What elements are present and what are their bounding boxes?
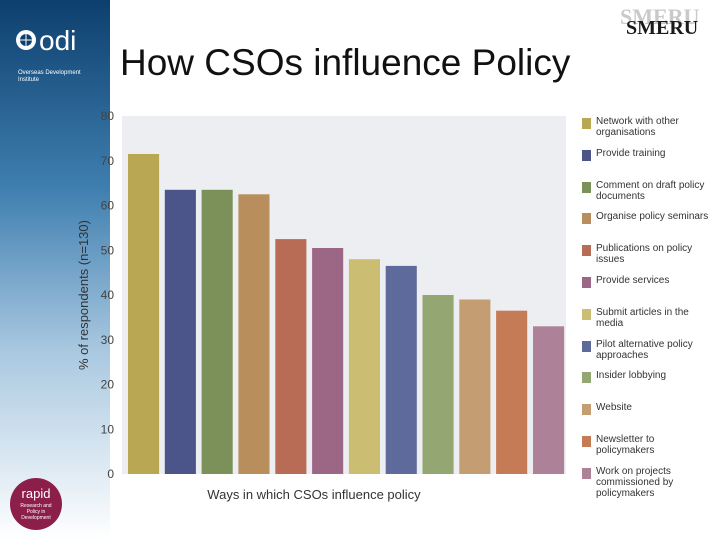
- legend-label: Submit articles in the media: [596, 306, 689, 329]
- y-tick-label: 30: [101, 333, 115, 347]
- smeru-logo-word: SMERU: [626, 17, 699, 39]
- legend-label: Publications on policy issues: [596, 243, 693, 266]
- odi-logo: odi Overseas Development Institute: [12, 18, 98, 88]
- legend-swatch: [582, 245, 591, 257]
- legend-item: Provide training: [576, 146, 712, 178]
- legend-label: Network with other organisations: [596, 116, 679, 138]
- legend-item: Work on projects commissioned by policym…: [576, 464, 712, 499]
- y-tick-label: 60: [101, 199, 115, 213]
- y-tick-label: 0: [107, 467, 114, 481]
- legend-swatch: [582, 340, 591, 352]
- legend-swatch: [582, 213, 591, 225]
- legend-label: Pilot alternative policy approaches: [596, 338, 693, 361]
- rapid-logo-subtitle: Research and Policy in Development: [20, 503, 52, 521]
- bar: [201, 189, 233, 475]
- legend-label: Provide training: [596, 147, 666, 159]
- bar: [459, 299, 491, 474]
- y-tick-label: 40: [101, 288, 115, 302]
- legend-label: Comment on draft policy documents: [596, 179, 705, 202]
- legend-label: Website: [596, 402, 632, 414]
- smeru-logo-shadow: SMERU: [620, 4, 700, 29]
- legend-label: Organise policy seminars: [596, 211, 709, 223]
- bar: [238, 194, 270, 475]
- bars: [128, 154, 565, 475]
- bar-chart: 0 10 20 30 40 50 60 70 80 % of respondents (n=13…: [76, 109, 566, 502]
- y-tick-label: 70: [101, 154, 115, 168]
- legend-swatch: [582, 404, 591, 416]
- bar: [128, 154, 160, 474]
- legend-item: Comment on draft policy documents: [576, 178, 712, 210]
- y-tick-label: 80: [101, 109, 115, 123]
- legend-swatch: [582, 118, 591, 129]
- y-tick-label: 50: [101, 243, 115, 257]
- bar: [348, 259, 380, 474]
- y-tick-label: 10: [101, 422, 115, 436]
- bar: [496, 310, 528, 474]
- legend-swatch: [582, 181, 591, 193]
- legend-swatch: [582, 435, 591, 447]
- rapid-logo: rapid Research and Policy in Development: [10, 478, 62, 530]
- legend-item: Organise policy seminars: [576, 209, 712, 241]
- legend-item: Newsletter to policymakers: [576, 432, 712, 464]
- legend-item: Network with other organisations: [576, 114, 712, 146]
- legend-label: Insider lobbying: [596, 370, 667, 382]
- slide-title: How CSOs influence Policy: [120, 42, 571, 83]
- legend-label: Provide services: [596, 274, 670, 286]
- legend-swatch: [582, 467, 591, 479]
- x-axis-label: Ways in which CSOs influence policy: [207, 487, 421, 502]
- legend-label: Newsletter to policymakers: [596, 433, 655, 456]
- bar: [422, 295, 454, 474]
- smeru-logo: SMERU SMERU: [620, 4, 716, 44]
- bar: [164, 189, 196, 475]
- legend-label: Work on projects commissioned by policym…: [596, 465, 674, 499]
- legend-swatch: [582, 308, 591, 320]
- sidebar-band: odi Overseas Development Institute rapid…: [0, 0, 110, 540]
- bar: [275, 239, 307, 474]
- odi-logo-mark: odi: [16, 25, 76, 56]
- legend-swatch: [582, 276, 591, 288]
- legend-swatch: [582, 372, 591, 384]
- bar: [312, 248, 344, 474]
- bar: [385, 265, 417, 474]
- legend-item: Insider lobbying: [576, 368, 712, 400]
- legend-item: Publications on policy issues: [576, 241, 712, 273]
- odi-logo-word: odi: [39, 25, 76, 56]
- legend-item: Pilot alternative policy approaches: [576, 337, 712, 369]
- legend-swatch: [582, 149, 591, 161]
- y-tick-label: 20: [101, 378, 115, 392]
- legend-item: Submit articles in the media: [576, 305, 712, 337]
- y-axis-ticks: 0 10 20 30 40 50 60 70 80: [101, 109, 115, 481]
- chart-legend: Network with other organisations Provide …: [576, 114, 712, 499]
- bar: [533, 326, 565, 474]
- rapid-logo-word: rapid: [21, 486, 51, 501]
- legend-item: Website: [576, 400, 712, 432]
- odi-logo-subtitle: Overseas Development Institute: [18, 70, 81, 83]
- legend-item: Provide services: [576, 273, 712, 305]
- plot-area: [122, 116, 566, 474]
- y-axis-label: % of respondents (n=130): [76, 220, 91, 370]
